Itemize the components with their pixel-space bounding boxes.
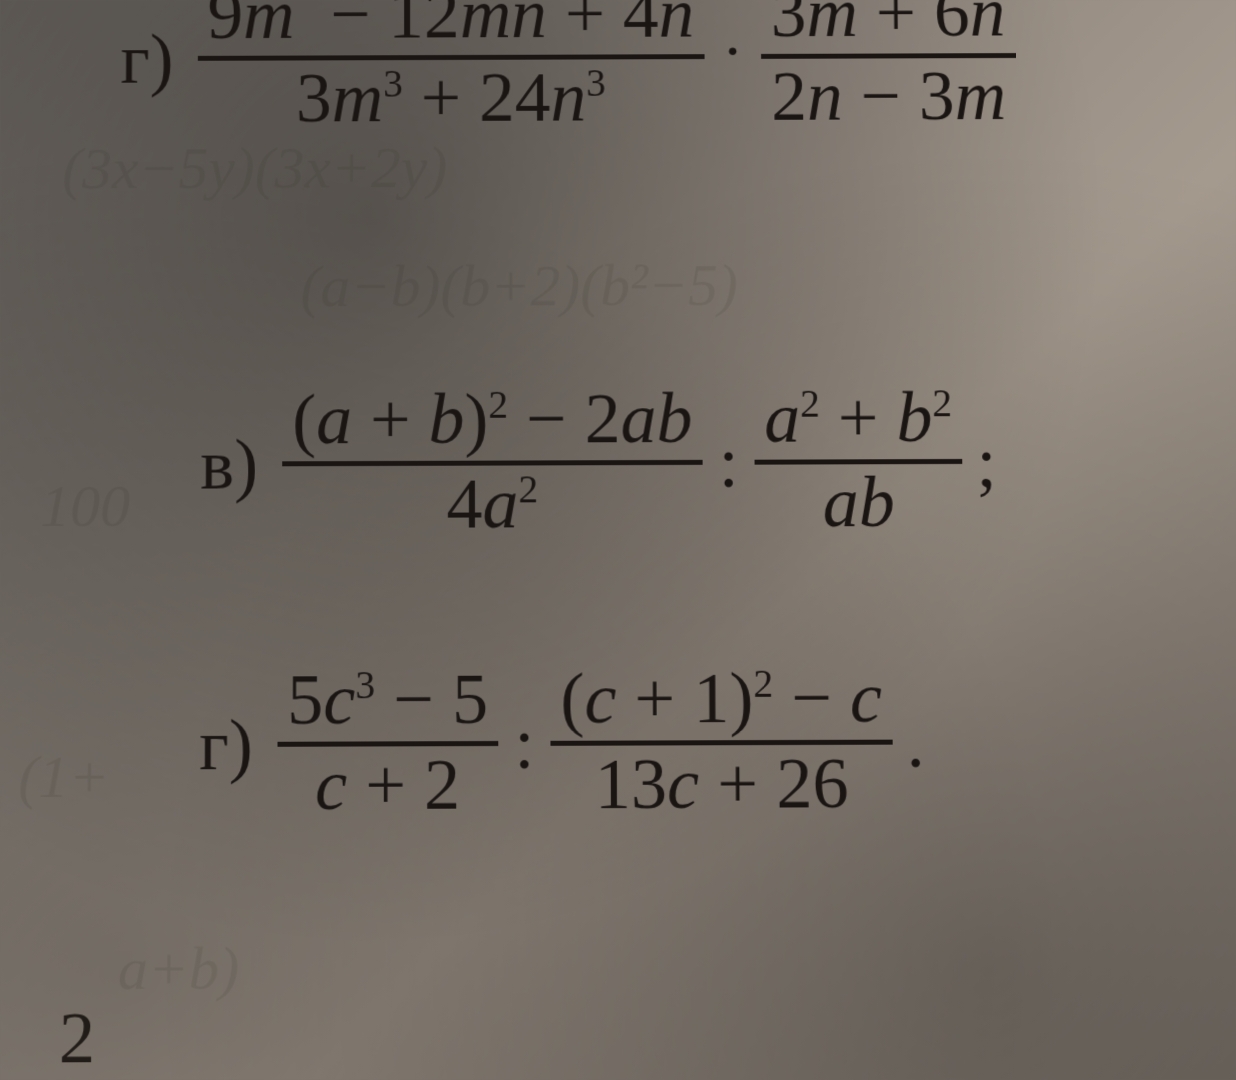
fraction: (c + 1)2 − c 13c + 26: [550, 659, 893, 826]
ghost-text: (3x−5y)(3x+2y): [62, 134, 447, 203]
denominator: 3m3 + 24n3: [286, 59, 616, 139]
problem-row-bot: г) 5c3 − 5 c + 2 : (c + 1)2 − c 13c + 26…: [199, 659, 925, 828]
tail-punct: ;: [968, 425, 997, 497]
expression: (a + b)2 − 2ab 4a2 : a2 + b2 ab ;: [276, 379, 997, 546]
tail-punct: .: [898, 706, 925, 779]
corner-number: 2: [59, 996, 96, 1080]
page: (3x−5y)(3x+2y) (a−b)(b+2)(b²−5) 100 (1+ …: [0, 3, 1236, 1080]
row-label: г): [120, 23, 173, 94]
fraction: a2 + b2 ab: [754, 379, 963, 544]
denominator: c + 2: [305, 746, 470, 827]
denominator: ab: [813, 464, 906, 544]
fraction: 9m − 12mn + 4n 3m3 + 24n3: [197, 0, 705, 140]
numerator: 9m − 12mn + 4n: [197, 0, 704, 56]
numerator: 3m + 6n: [761, 0, 1016, 54]
numerator: a2 + b2: [754, 379, 962, 459]
divide-colon: :: [708, 426, 748, 498]
denominator: 13c + 26: [585, 745, 859, 827]
expression: 9m − 12mn + 4n 3m3 + 24n3 · 3m + 6n 2n −…: [191, 0, 1022, 140]
row-label: в): [200, 428, 258, 500]
numerator: 5c3 − 5: [277, 661, 498, 742]
denominator: 2n − 3m: [761, 58, 1016, 138]
numerator: (c + 1)2 − c: [550, 659, 892, 741]
fraction: 3m + 6n 2n − 3m: [761, 0, 1017, 138]
ghost-text: (a−b)(b+2)(b²−5): [300, 251, 738, 321]
problem-row-mid: в) (a + b)2 − 2ab 4a2 : a2 + b2 ab ;: [200, 379, 997, 546]
ghost-text: a+b): [118, 934, 240, 1004]
fraction: 5c3 − 5 c + 2: [277, 661, 498, 828]
fraction: (a + b)2 − 2ab 4a2: [282, 380, 703, 546]
ghost-text: 100: [40, 472, 130, 541]
denominator: 4a2: [437, 465, 549, 545]
multiply-dot: ·: [710, 19, 755, 82]
divide-colon: :: [504, 707, 544, 780]
numerator: (a + b)2 − 2ab: [282, 380, 702, 461]
problem-row-top: г) 9m − 12mn + 4n 3m3 + 24n3 · 3m + 6n 2…: [120, 0, 1022, 140]
ghost-text: (1+: [18, 742, 109, 812]
expression: 5c3 − 5 c + 2 : (c + 1)2 − c 13c + 26 .: [271, 659, 926, 827]
row-label: г): [199, 708, 253, 781]
